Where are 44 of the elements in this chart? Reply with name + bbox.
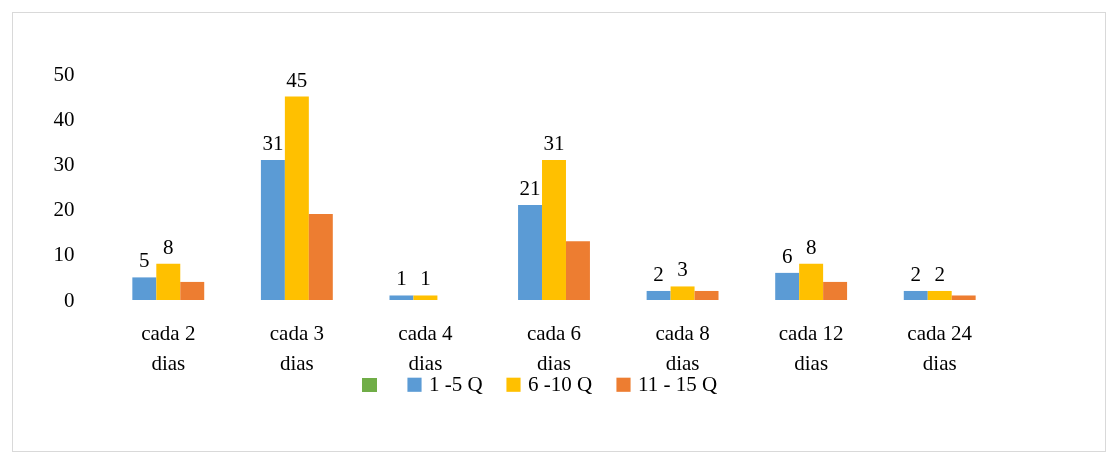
data-label: 31	[543, 130, 565, 155]
bar	[132, 277, 157, 300]
bar	[565, 241, 590, 300]
bar	[284, 96, 309, 300]
x-tick-label: cada 3 dias	[269, 320, 324, 375]
y-tick-label: 10	[53, 242, 75, 267]
bar	[903, 290, 928, 300]
x-tick-label: cada 24 dias	[907, 320, 973, 375]
data-label: 1	[420, 266, 431, 291]
bar	[694, 290, 719, 300]
bar	[518, 205, 543, 300]
y-tick-label: 0	[64, 287, 75, 312]
bar	[823, 281, 848, 300]
bar	[389, 295, 414, 300]
y-tick-label: 20	[53, 197, 75, 222]
data-label: 2	[934, 261, 945, 286]
data-label: 8	[163, 234, 174, 259]
bar	[260, 159, 285, 300]
data-label: 3	[677, 257, 688, 282]
y-tick-label: 30	[53, 151, 75, 176]
bar	[670, 286, 695, 300]
bar	[646, 290, 671, 300]
bar	[542, 159, 566, 300]
data-label: 1	[396, 266, 407, 291]
bar	[156, 263, 181, 300]
bar	[951, 295, 976, 300]
bar	[799, 263, 824, 300]
data-label: 31	[262, 130, 284, 155]
bar	[775, 272, 800, 300]
bar	[927, 290, 952, 300]
data-label: 21	[519, 176, 541, 201]
y-tick-label: 40	[53, 106, 75, 131]
data-label: 8	[805, 234, 817, 259]
bar	[413, 295, 438, 300]
bar	[180, 281, 205, 300]
data-label: 2	[653, 261, 664, 286]
data-label: 45	[286, 67, 308, 92]
y-tick-label: 50	[53, 61, 75, 86]
data-label: 5	[139, 248, 150, 273]
data-label: 2	[910, 261, 921, 286]
x-tick-label: cada 2 dias	[141, 320, 196, 375]
x-tick-label: cada 12 dias	[778, 320, 844, 375]
bar	[308, 214, 333, 300]
data-label: 6	[781, 243, 793, 268]
